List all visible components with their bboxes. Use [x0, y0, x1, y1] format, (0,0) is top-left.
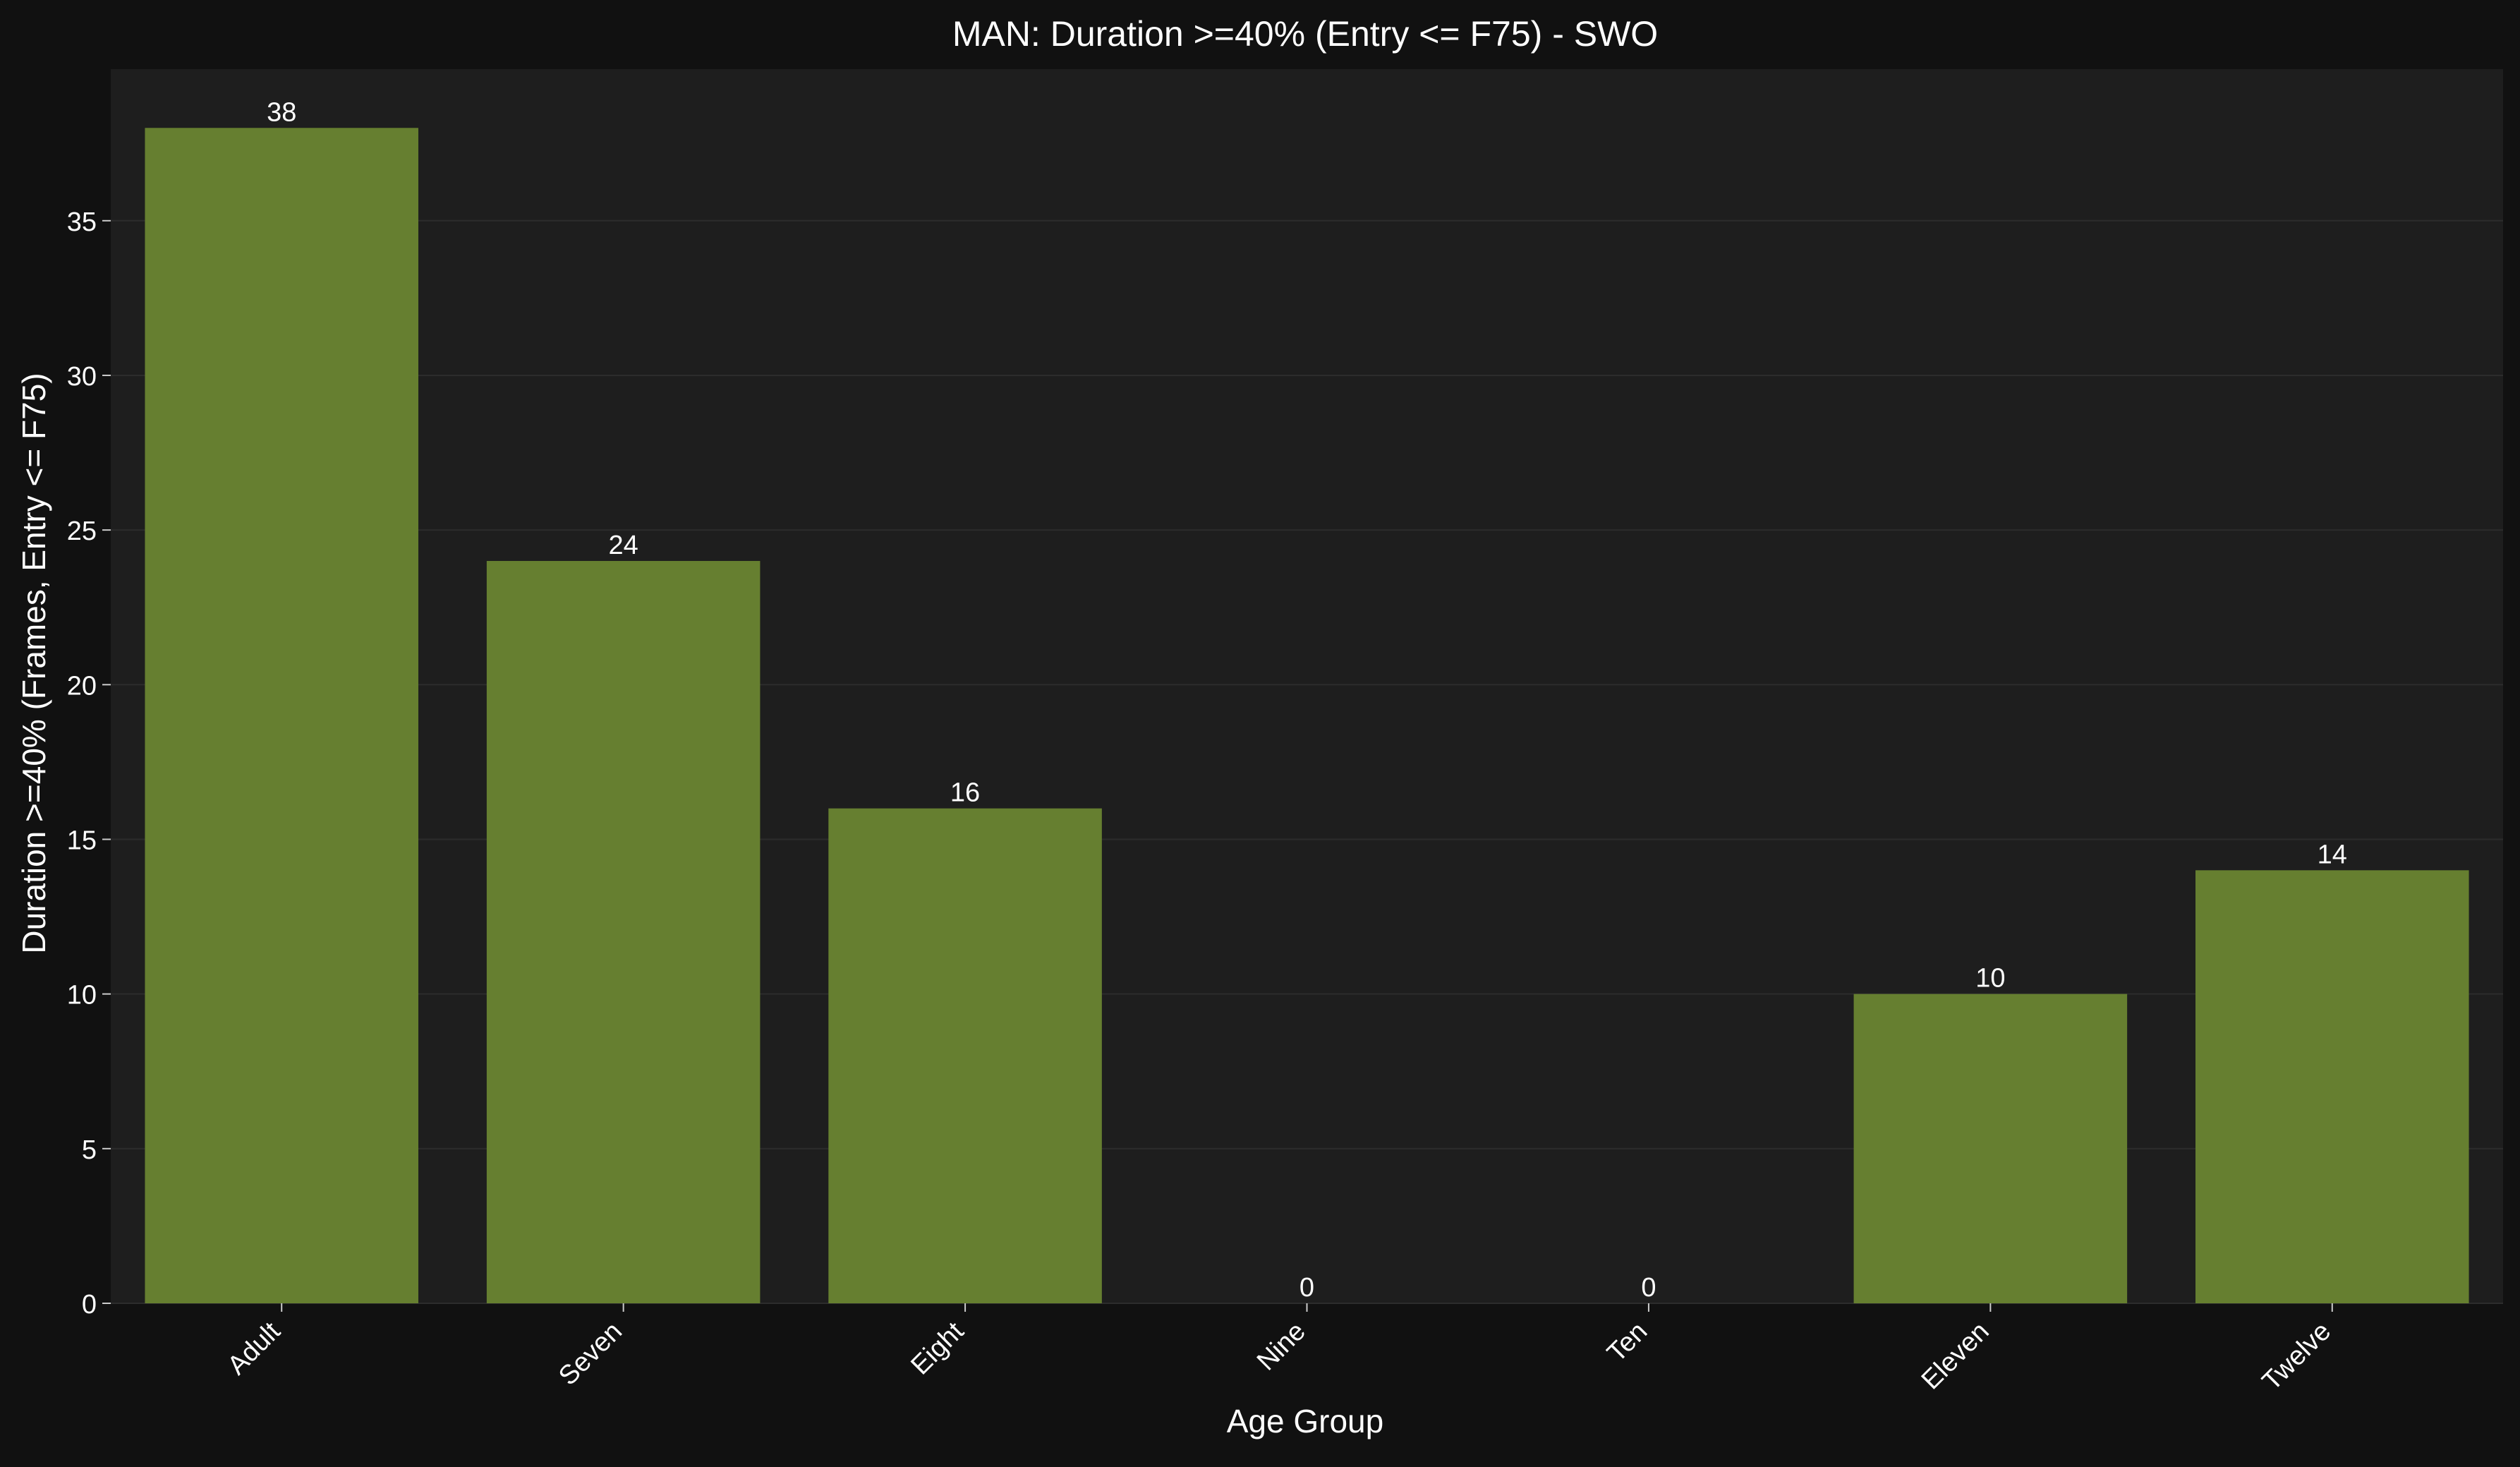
y-tick-label: 30	[67, 362, 97, 392]
data-label: 16	[950, 778, 980, 808]
x-tick-label: Adult	[222, 1316, 286, 1380]
x-tick-label: Ten	[1601, 1317, 1653, 1368]
data-label: 24	[609, 531, 638, 560]
y-tick-label: 15	[67, 826, 97, 855]
y-tick-label: 20	[67, 671, 97, 701]
x-tick-label: Eight	[905, 1316, 969, 1380]
data-label: 10	[1975, 964, 2005, 994]
bar-eight	[828, 808, 1102, 1303]
bar-seven	[486, 560, 761, 1303]
chart-title: MAN: Duration >=40% (Entry <= F75) - SWO	[952, 14, 1658, 54]
x-tick-label: Nine	[1252, 1317, 1312, 1377]
bars	[145, 128, 2469, 1303]
y-tick-label: 5	[82, 1135, 97, 1165]
data-label: 0	[1300, 1273, 1314, 1303]
x-tick-label: Eleven	[1916, 1317, 1995, 1396]
bar-adult	[145, 128, 418, 1303]
y-tick-label: 0	[82, 1290, 97, 1320]
data-label: 38	[267, 97, 296, 127]
x-axis-ticks: Adult Seven Eight Nine Ten Eleven Twelve	[222, 1303, 2337, 1396]
plot-area	[111, 69, 2503, 1303]
y-tick-label: 25	[67, 517, 97, 546]
y-axis-ticks: 0 5 10 15 20 25 30 35	[67, 207, 111, 1320]
x-axis-title: Age Group	[1227, 1403, 1383, 1439]
x-tick-label: Seven	[553, 1317, 628, 1391]
x-tick-label: Twelve	[2257, 1317, 2337, 1396]
data-label: 14	[2318, 840, 2347, 869]
data-label: 0	[1641, 1273, 1656, 1303]
y-tick-label: 10	[67, 981, 97, 1010]
y-axis-title: Duration >=40% (Frames, Entry <= F75)	[16, 373, 52, 953]
bar-twelve	[2195, 870, 2469, 1303]
data-labels: 38 24 16 0 0 10 14	[267, 97, 2347, 1303]
bar-eleven	[1853, 994, 2128, 1303]
y-tick-label: 35	[67, 207, 97, 237]
